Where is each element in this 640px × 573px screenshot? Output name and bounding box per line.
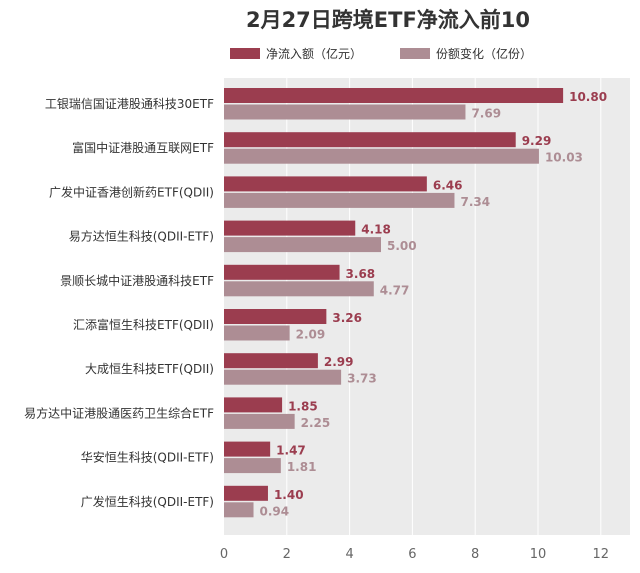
bar-net-inflow	[224, 220, 356, 236]
bar-share-change	[224, 413, 295, 429]
category-label: 景顺长城中证港股通科技ETF	[60, 273, 214, 288]
bar-net-inflow	[224, 264, 340, 280]
bar-share-change	[224, 148, 539, 164]
category-label: 广发中证香港创新药ETF(QDII)	[49, 184, 214, 199]
x-tick-label: 8	[471, 547, 479, 562]
legend-label-share-change: 份额变化（亿份）	[436, 46, 532, 61]
bar-share-change	[224, 104, 466, 120]
bar-share-change	[224, 369, 342, 385]
data-label-share-change: 7.34	[460, 195, 490, 209]
bars	[224, 88, 564, 518]
data-label-share-change: 10.03	[545, 151, 583, 165]
category-label: 富国中证港股通互联网ETF	[72, 140, 214, 155]
bar-share-change	[224, 237, 381, 253]
data-label-net-inflow: 1.85	[288, 399, 318, 413]
data-label-share-change: 3.73	[347, 372, 377, 386]
bar-net-inflow	[224, 309, 327, 324]
data-label-share-change: 2.09	[296, 328, 326, 342]
x-tick-label: 12	[593, 547, 610, 562]
data-label-net-inflow: 1.47	[276, 444, 306, 458]
bar-share-change	[224, 458, 281, 474]
legend-label-net-inflow: 净流入额（亿元）	[266, 46, 362, 61]
value-labels: 10.80 7.69 9.29 10.03 6.46 7.34 4.18 5.00 3.68 4.…	[260, 90, 608, 518]
data-label-share-change: 0.94	[260, 504, 290, 518]
bar-net-inflow	[224, 176, 427, 192]
x-tick-label: 4	[345, 547, 353, 562]
bar-share-change	[224, 281, 374, 297]
x-tick-label: 6	[408, 547, 416, 562]
data-label-share-change: 2.25	[301, 416, 331, 430]
bar-net-inflow	[224, 353, 318, 369]
chart-title: 2月27日跨境ETF净流入前10	[246, 8, 530, 32]
x-tick-label: 0	[220, 547, 228, 562]
legend-swatch-net-inflow	[230, 48, 260, 59]
data-label-share-change: 4.77	[380, 283, 410, 297]
legend-swatch-share-change	[400, 48, 430, 59]
x-axis-ticks: 0 2 4 6 8 10 12	[220, 547, 609, 562]
data-label-net-inflow: 4.18	[361, 223, 391, 237]
category-label: 华安恒生科技(QDII-ETF)	[81, 450, 214, 465]
data-label-net-inflow: 3.26	[332, 311, 362, 325]
bar-share-change	[224, 502, 254, 518]
data-label-net-inflow: 1.40	[274, 488, 304, 502]
category-labels: 工银瑞信国证港股通科技30ETF 富国中证港股通互联网ETF 广发中证香港创新药ET…	[24, 97, 214, 509]
x-tick-label: 10	[530, 547, 547, 562]
bar-share-change	[224, 325, 290, 341]
category-label: 大成恒生科技ETF(QDII)	[85, 362, 214, 376]
bar-share-change	[224, 192, 455, 208]
bar-net-inflow	[224, 132, 516, 148]
data-label-net-inflow: 10.80	[569, 90, 607, 104]
category-label: 易方达恒生科技(QDII-ETF)	[69, 229, 214, 244]
category-label: 易方达中证港股通医药卫生综合ETF	[24, 405, 214, 420]
data-label-net-inflow: 6.46	[433, 178, 463, 192]
data-label-net-inflow: 9.29	[522, 134, 552, 148]
category-label: 工银瑞信国证港股通科技30ETF	[45, 97, 214, 111]
data-label-share-change: 1.81	[287, 460, 317, 474]
data-label-net-inflow: 3.68	[346, 267, 376, 281]
category-label: 汇添富恒生科技ETF(QDII)	[73, 317, 214, 332]
bar-net-inflow	[224, 485, 268, 501]
data-label-share-change: 5.00	[387, 239, 417, 253]
category-label: 广发恒生科技(QDII-ETF)	[81, 494, 214, 509]
bar-net-inflow	[224, 88, 564, 103]
legend: 净流入额（亿元） 份额变化（亿份）	[230, 46, 532, 61]
data-label-net-inflow: 2.99	[324, 355, 354, 369]
bar-net-inflow	[224, 441, 271, 457]
bar-net-inflow	[224, 397, 283, 413]
x-tick-label: 2	[283, 547, 291, 562]
data-label-share-change: 7.69	[471, 107, 501, 121]
